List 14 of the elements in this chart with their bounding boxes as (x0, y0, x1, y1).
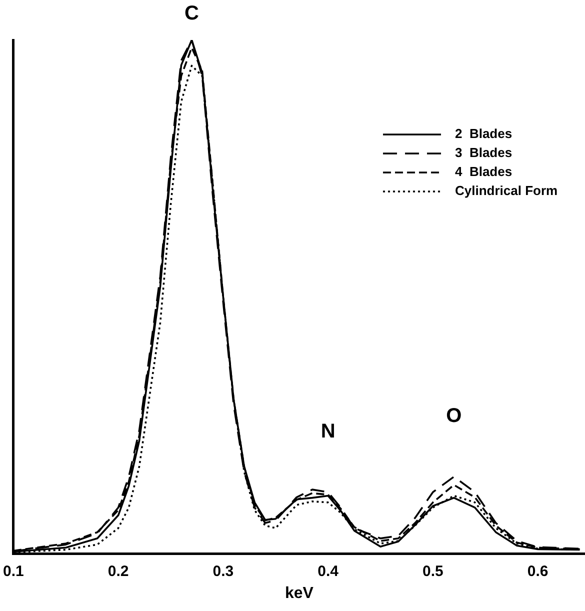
text: C (184, 2, 199, 25)
x-tick-label: 0.6 (527, 562, 548, 580)
x-tick-label: 0.2 (108, 562, 129, 580)
x-tick-label: 0.1 (2, 562, 24, 580)
annotation: O (446, 405, 462, 428)
legend-label: 3 Blades (455, 145, 512, 160)
legend-label: 2 Blades (455, 126, 512, 142)
legend-label: Cylindrical Form (455, 183, 558, 198)
x-tick-label: 0.4 (318, 562, 340, 580)
x-axis-title: keV (284, 584, 314, 602)
annotation: N (320, 420, 336, 443)
legend-label: 4 Blades (455, 164, 512, 180)
x-tick-label: 0.3 (212, 562, 234, 580)
x-tick-label: 0.5 (422, 562, 444, 580)
